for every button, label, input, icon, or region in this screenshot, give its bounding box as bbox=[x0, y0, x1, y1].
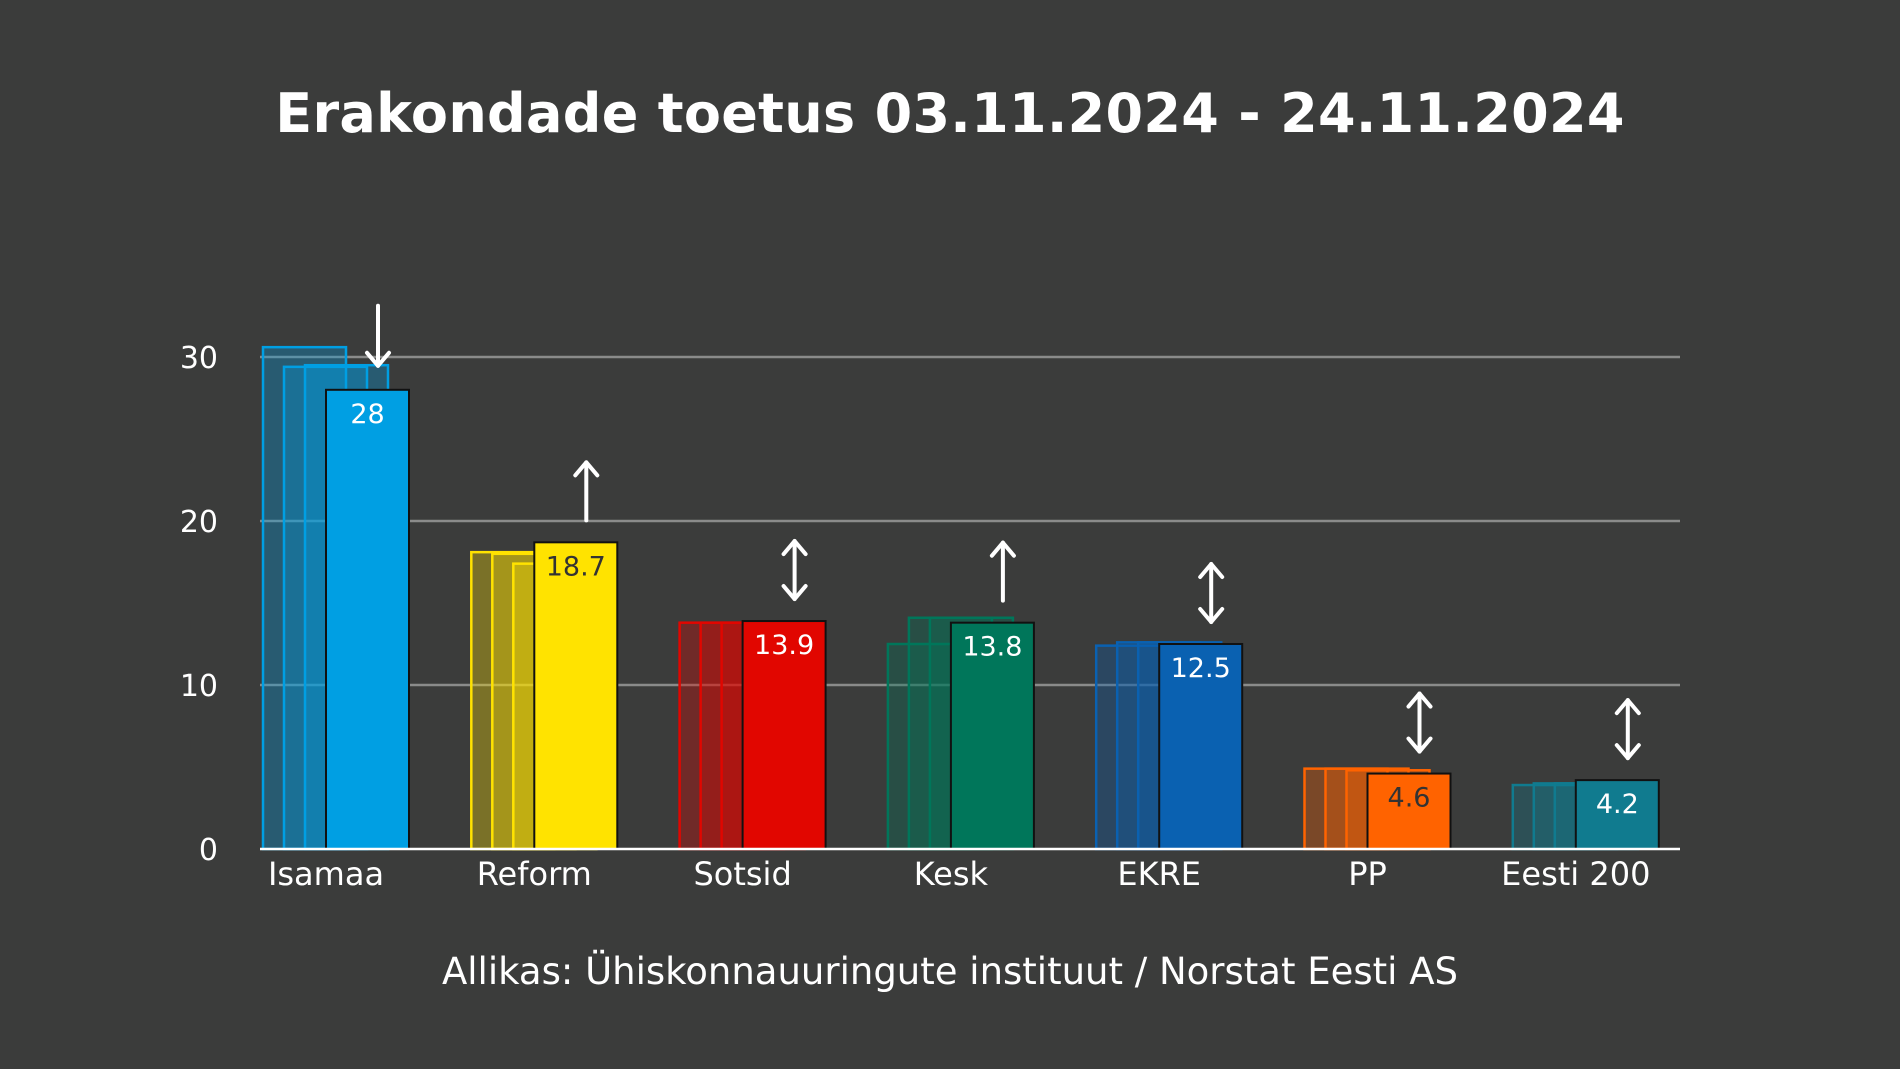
category-label: Isamaa bbox=[268, 855, 384, 893]
bar-isamaa bbox=[325, 388, 410, 850]
data-label: 4.6 bbox=[1388, 783, 1431, 814]
trend-arrow-both bbox=[1406, 691, 1433, 754]
trend-arrow-both bbox=[1614, 698, 1641, 761]
category-label: Eesti 200 bbox=[1501, 855, 1650, 893]
category-label: Reform bbox=[477, 855, 592, 893]
y-tick-label: 0 bbox=[199, 833, 218, 868]
current-bars bbox=[325, 388, 1660, 850]
data-labels: 28 18.7 13.9 13.8 12.5 4.6 4.2 bbox=[350, 399, 1638, 820]
data-label: 18.7 bbox=[546, 551, 606, 582]
trend-arrow-up bbox=[989, 540, 1016, 603]
bar-eesti-200 bbox=[1574, 779, 1660, 850]
trend-arrow-down bbox=[365, 303, 391, 368]
bar-sotsid bbox=[741, 620, 827, 850]
chart-title: Erakondade toetus 03.11.2024 - 24.11.202… bbox=[275, 82, 1625, 145]
source-note: Allikas: Ühiskonnauuringute instituut / … bbox=[441, 950, 1459, 993]
category-label: Sotsid bbox=[693, 855, 791, 893]
data-label: 4.2 bbox=[1596, 789, 1639, 820]
trend-arrow-both bbox=[781, 539, 808, 602]
data-label: 13.8 bbox=[962, 632, 1022, 663]
data-label: 13.9 bbox=[754, 630, 814, 661]
y-tick-label: 20 bbox=[180, 505, 218, 540]
bar-kesk bbox=[949, 621, 1035, 850]
y-tick-label: 10 bbox=[180, 669, 218, 704]
category-label: PP bbox=[1348, 855, 1387, 893]
trend-arrow-both bbox=[1198, 562, 1225, 624]
bar-ekre bbox=[1158, 643, 1244, 850]
trend-arrow-up bbox=[573, 460, 600, 523]
category-label: Kesk bbox=[914, 855, 989, 893]
bar-reform bbox=[533, 541, 619, 850]
axes: 0 10 20 30 Isamaa Reform Sotsid Kesk EKRE PP Eesti… bbox=[180, 341, 1680, 893]
bar-pp bbox=[1366, 772, 1452, 850]
data-label: 12.5 bbox=[1171, 653, 1231, 684]
data-label: 28 bbox=[350, 399, 384, 430]
trend-arrows bbox=[365, 303, 1641, 761]
y-tick-label: 30 bbox=[180, 341, 218, 376]
category-label: EKRE bbox=[1117, 855, 1201, 893]
